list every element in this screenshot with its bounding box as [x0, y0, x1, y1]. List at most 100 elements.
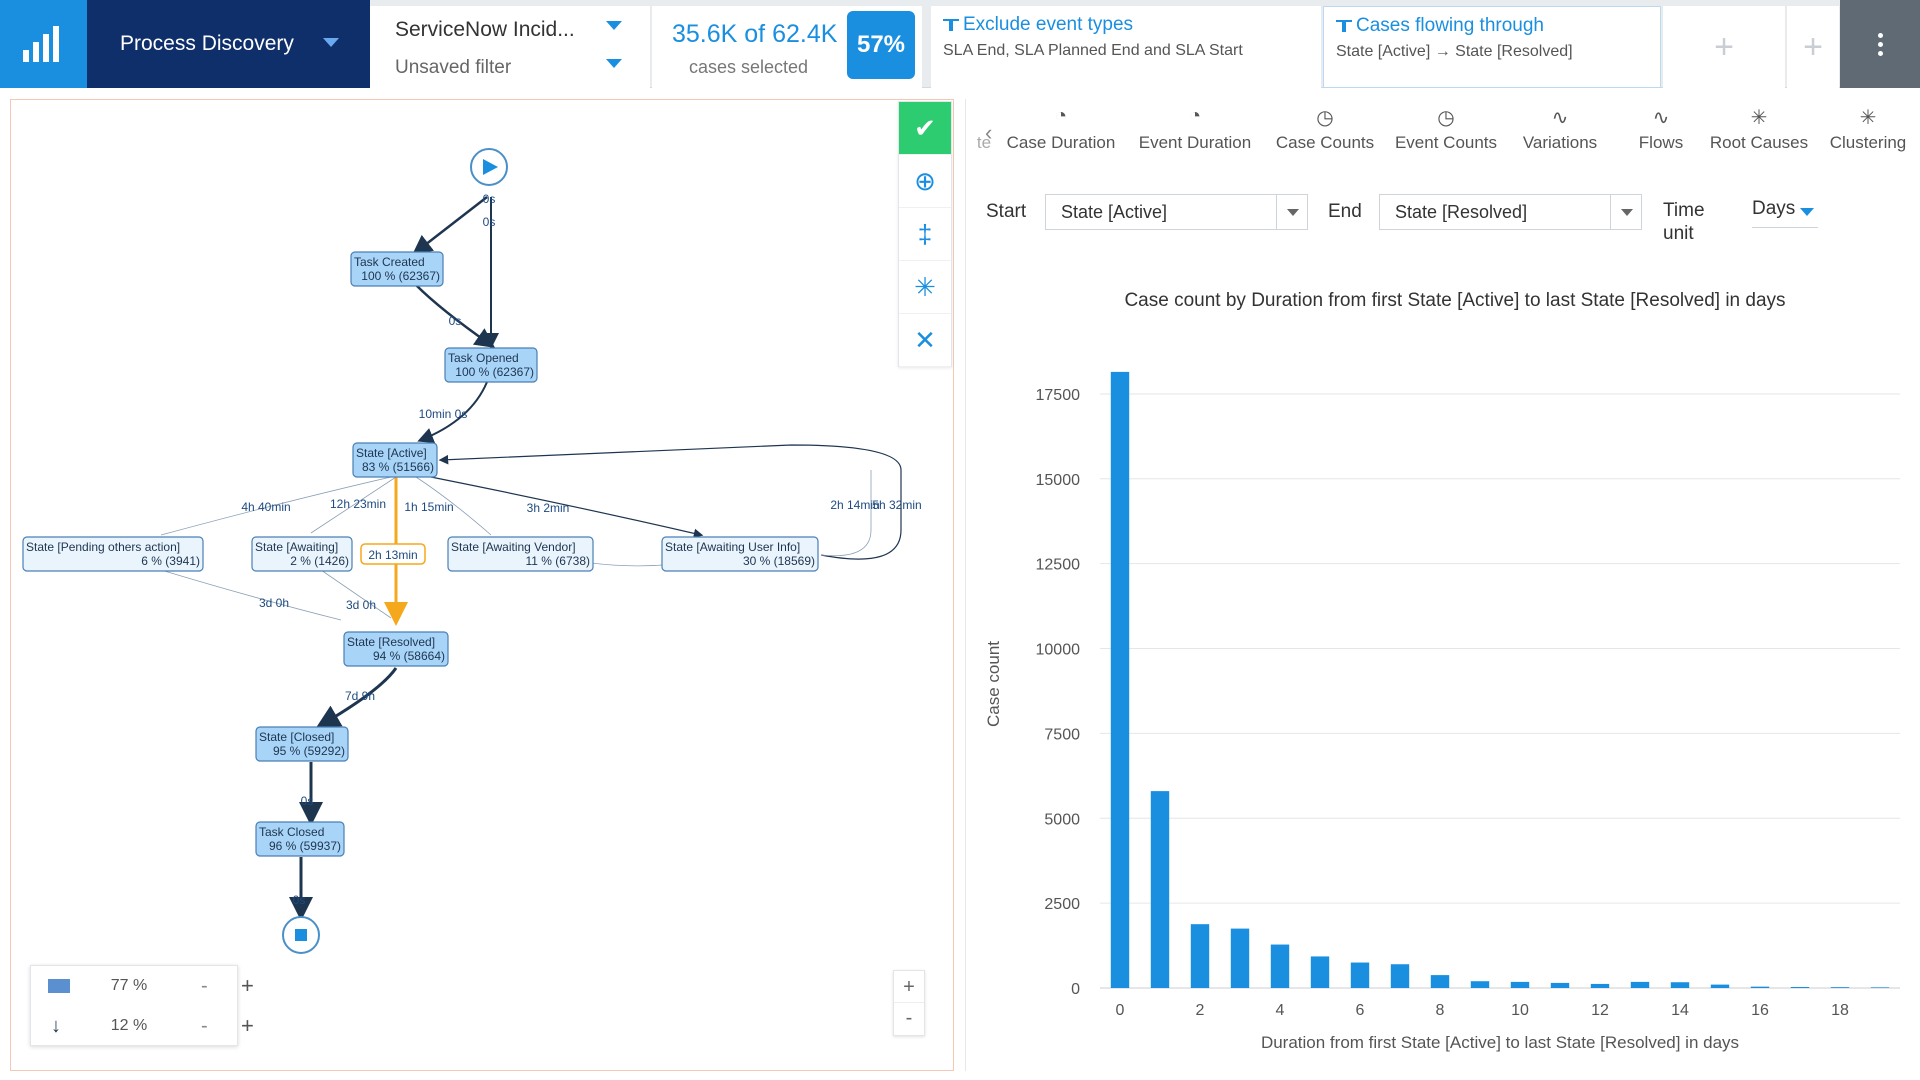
node-label: State [Active] [356, 446, 427, 460]
chevron-left-icon[interactable]: ‹ [985, 120, 993, 145]
graph-edge[interactable] [412, 196, 488, 256]
start-event-select[interactable]: State [Active] [1045, 194, 1308, 230]
histogram-bar[interactable] [1590, 983, 1610, 988]
histogram-bar[interactable] [1870, 987, 1890, 988]
time-unit-label: Time [1663, 200, 1705, 221]
dataset-selector[interactable]: ServiceNow Incid... Unsaved filter [370, 6, 650, 88]
selected-percent-badge: 57% [847, 11, 915, 79]
cases-selected-label: cases selected [689, 57, 809, 77]
time-unit-value: Days [1752, 198, 1796, 219]
histogram-bar[interactable] [1350, 962, 1370, 988]
chevron-down-icon[interactable] [606, 21, 622, 30]
histogram-bar[interactable] [1110, 371, 1130, 988]
histogram-bar[interactable] [1150, 791, 1170, 988]
zoom-in-button[interactable]: + [894, 971, 924, 1003]
histogram-bar[interactable] [1750, 986, 1770, 988]
tab-flows[interactable]: ∿ Flows [1623, 105, 1699, 163]
tab-case-duration[interactable]: ◔ Case Duration [1001, 105, 1121, 163]
node-detail-increase-button[interactable]: + [241, 973, 254, 998]
close-icon[interactable]: ✕ [899, 314, 951, 367]
graph-node-state-awaiting-vendor[interactable]: State [Awaiting Vendor]11 % (6738) [447, 536, 594, 572]
graph-edge[interactable] [415, 284, 496, 348]
filter-card-exclude-event-types[interactable]: Exclude event types SLA End, SLA Planned… [931, 6, 1321, 88]
x-axis-label: Duration from first State [Active] to la… [1261, 1033, 1739, 1052]
layout-icon[interactable]: ‡ [899, 208, 951, 261]
histogram-bar[interactable] [1230, 928, 1250, 988]
graph-edge[interactable] [315, 667, 398, 729]
graph-edge[interactable] [430, 476, 704, 539]
chevron-down-icon [1621, 209, 1633, 216]
tab-variations[interactable]: ∿ Variations [1513, 105, 1607, 163]
histogram-bar[interactable] [1190, 924, 1210, 988]
graph-edge[interactable] [820, 470, 872, 557]
graph-edge[interactable] [160, 569, 342, 621]
graph-node-state-awaiting[interactable]: State [Awaiting]2 % (1426) [251, 536, 353, 572]
time-unit-select[interactable]: Days [1752, 198, 1818, 228]
graph-node-state-active[interactable]: State [Active]83 % (51566) [352, 442, 438, 478]
end-node-icon[interactable] [282, 916, 320, 954]
filter-card-cases-flowing-through[interactable]: Cases flowing through State [Active] → S… [1323, 6, 1661, 88]
histogram-bar[interactable] [1550, 982, 1570, 988]
graph-edge[interactable] [310, 476, 397, 534]
graph-edge[interactable] [417, 381, 488, 443]
tab-case-counts[interactable]: ◷ Case Counts [1271, 105, 1379, 163]
graph-edge[interactable] [438, 444, 902, 560]
edge-label: 2h 13min [368, 548, 417, 562]
histogram-bar[interactable] [1390, 964, 1410, 988]
chevron-down-icon[interactable] [606, 59, 622, 68]
end-event-select[interactable]: State [Resolved] [1379, 194, 1642, 230]
edge-label: 3d 0h [346, 598, 376, 612]
filter-title: Exclude event types [963, 14, 1134, 35]
node-stat: 83 % (51566) [362, 460, 434, 474]
x-tick-label: 8 [1436, 1002, 1445, 1019]
add-filter-button[interactable]: + [1787, 6, 1839, 88]
edge-detail-decrease-button[interactable]: - [201, 1014, 208, 1037]
histogram-bar[interactable] [1470, 981, 1490, 988]
tab-previous[interactable]: te [976, 133, 992, 152]
histogram-bar[interactable] [1830, 987, 1850, 988]
histogram-bar[interactable] [1270, 944, 1290, 988]
tab-clustering[interactable]: ✳ Clustering [1818, 105, 1918, 163]
edge-detail-increase-button[interactable]: + [241, 1013, 254, 1038]
add-filter-button[interactable]: + [1663, 6, 1785, 88]
node-label: Task Opened [448, 351, 519, 365]
graph-node-state-closed[interactable]: State [Closed]95 % (59292) [255, 726, 349, 762]
histogram-bar[interactable] [1790, 986, 1810, 988]
histogram-bar[interactable] [1670, 982, 1690, 988]
histogram-bar[interactable] [1630, 981, 1650, 988]
histogram-bar[interactable] [1510, 981, 1530, 988]
zoom-out-button[interactable]: - [905, 1007, 913, 1029]
cases-selected-count: 35.6K of 62.4K [672, 20, 838, 48]
app-logo-icon[interactable] [0, 0, 87, 88]
tab-event-duration[interactable]: ◔ Event Duration [1133, 105, 1257, 163]
more-menu-icon[interactable] [1840, 0, 1920, 88]
chevron-down-icon [1287, 209, 1299, 216]
zoom-in-icon[interactable]: ⊕ [899, 155, 951, 208]
app-switcher[interactable]: Process Discovery [87, 0, 370, 88]
network-icon[interactable]: ✳ [899, 261, 951, 314]
graph-edge[interactable] [320, 569, 392, 619]
edge-label: 3d 0h [259, 596, 289, 610]
histogram-bar[interactable] [1710, 984, 1730, 988]
check-icon[interactable]: ✔ [899, 102, 951, 155]
tab-root-causes[interactable]: ✳ Root Causes [1703, 105, 1815, 163]
analysis-tabs: te ◔ Case Duration ◔ Event Duration ◷ Case … [965, 99, 1920, 165]
histogram-bar[interactable] [1430, 975, 1450, 988]
graph-edge[interactable] [415, 476, 492, 536]
node-detail-decrease-button[interactable]: - [201, 974, 208, 997]
start-label: Start [986, 201, 1027, 222]
start-node-icon[interactable] [470, 148, 508, 186]
highlighted-edge-label: 2h 13min [360, 543, 426, 565]
tab-event-counts[interactable]: ◷ Event Counts [1389, 105, 1503, 163]
y-tick-label: 17500 [1036, 387, 1081, 404]
graph-edge[interactable] [160, 476, 392, 536]
graph-node-state-resolved[interactable]: State [Resolved]94 % (58664) [343, 631, 449, 667]
duration-histogram: 0 2500 5000 7500 10000 12500 15000 17500 0 2 4 6 8 10… [984, 371, 1900, 1052]
graph-node-state-pending[interactable]: State [Pending others action]6 % (3941) [22, 536, 204, 572]
histogram-bar[interactable] [1310, 956, 1330, 988]
graph-node-state-awaiting-user[interactable]: State [Awaiting User Info]30 % (18569) [661, 536, 819, 572]
